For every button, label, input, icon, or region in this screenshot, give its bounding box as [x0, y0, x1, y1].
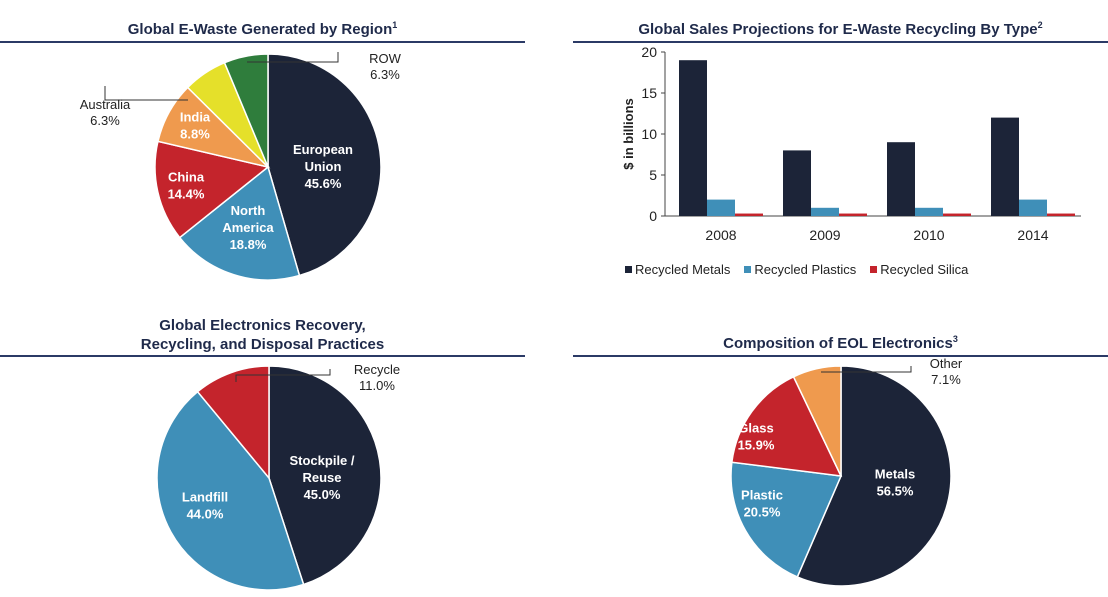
sales-x-tick-label-2014: 2014	[1017, 227, 1048, 243]
sales-x-tick-label-2009: 2009	[809, 227, 840, 243]
eol-slice-plastic	[730, 461, 843, 578]
recovery-label-stockpile-reuse: Reuse	[302, 470, 341, 485]
sales-legend-item-recycled-silica: Recycled Silica	[870, 262, 968, 277]
eol-label-plastic: Plastic	[741, 488, 783, 503]
region-label-india-value: 8.8%	[180, 127, 210, 142]
region-slice-north-america	[178, 165, 301, 281]
region-label-european-union-value: 45.6%	[305, 176, 342, 191]
sales-bar-recycled-plastics-2008	[707, 199, 735, 216]
sales-legend-label-recycled-metals: Recycled Metals	[635, 262, 731, 277]
recovery-leader-recycle	[235, 369, 331, 382]
recovery-slice-landfill	[156, 390, 305, 591]
sales-legend-label-recycled-silica: Recycled Silica	[880, 262, 969, 277]
sales-legend-item-recycled-plastics: Recycled Plastics	[744, 262, 856, 277]
sales-bar-recycled-silica-2014	[1047, 213, 1075, 216]
sales-bar-recycled-plastics-2014	[1019, 199, 1047, 216]
region-label-australia-value: 6.3%	[90, 113, 120, 128]
eol-label-glass-value: 15.9%	[738, 438, 775, 453]
region-label-european-union: European	[293, 142, 353, 157]
region-label-china-value: 14.4%	[168, 187, 205, 202]
sales-y-tick-label: 15	[641, 85, 657, 101]
region-label-australia: Australia	[80, 97, 131, 112]
sales-bar-recycled-metals-2014	[991, 117, 1019, 216]
sales-legend-swatch-recycled-plastics	[744, 266, 752, 273]
region-label-row: ROW	[369, 51, 402, 66]
region-slice-china	[154, 140, 270, 239]
eol-slice-metals	[796, 365, 952, 587]
region-title: Global E-Waste Generated by Region1	[127, 20, 398, 38]
eol-leader-other	[821, 366, 912, 373]
eol-title: Composition of EOL Electronics3	[723, 334, 958, 352]
region-leader-australia	[104, 86, 188, 101]
region-label-north-america-value: 18.8%	[230, 237, 267, 252]
eol-label-other: Other	[930, 356, 963, 371]
recovery-slice-recycle	[196, 365, 270, 481]
sales-legend-swatch-recycled-metals	[625, 266, 632, 273]
region-label-north-america: America	[222, 220, 274, 235]
region-label-row-value: 6.3%	[370, 67, 400, 82]
sales-panel: Global Sales Projections for E-Waste Rec…	[573, 0, 1108, 290]
recovery-label-landfill-value: 44.0%	[187, 507, 224, 522]
region-label-north-america: North	[231, 203, 266, 218]
region-label-european-union: Union	[305, 159, 342, 174]
recovery-label-stockpile-reuse-value: 45.0%	[304, 487, 341, 502]
eol-title-rule	[573, 355, 1108, 357]
eol-slice-glass	[731, 375, 843, 477]
eol-pie-chart: Metals 56.5% Plastic 20.5% Glass 15.9% Other7.…	[730, 356, 963, 587]
recovery-pie-chart: Stockpile / Reuse 45.0% Landfill 44.0% Recycl…	[156, 362, 400, 591]
recovery-label-recycle: Recycle	[354, 362, 400, 377]
sales-x-tick-label-2010: 2010	[913, 227, 944, 243]
eol-slice-other	[792, 365, 842, 477]
recovery-slice-stockpile-reuse	[268, 365, 382, 586]
recovery-title: Global Electronics Recovery, Recycling, …	[140, 317, 385, 353]
sales-legend-label-recycled-plastics: Recycled Plastics	[754, 262, 857, 277]
region-label-india: India	[180, 110, 211, 125]
recovery-title-rule	[0, 355, 525, 357]
region-label-china: China	[168, 170, 205, 185]
eol-panel: Composition of EOL Electronics3 Metals 56…	[573, 300, 1108, 597]
eol-label-metals: Metals	[875, 467, 915, 482]
sales-y-tick-label: 10	[641, 126, 657, 142]
sales-bar-recycled-metals-2009	[783, 150, 811, 216]
sales-legend-swatch-recycled-silica	[870, 266, 878, 273]
recovery-panel: Global Electronics Recovery, Recycling, …	[0, 300, 525, 597]
eol-label-metals-value: 56.5%	[877, 484, 914, 499]
sales-title: Global Sales Projections for E-Waste Rec…	[638, 20, 1043, 38]
region-leader-row	[247, 52, 339, 63]
recovery-label-stockpile-reuse: Stockpile /	[289, 453, 354, 468]
sales-y-tick-label: 20	[641, 44, 657, 60]
eol-label-glass: Glass	[738, 421, 773, 436]
sales-bar-recycled-metals-2010	[887, 142, 915, 216]
eol-label-other-value: 7.1%	[931, 372, 961, 387]
region-title-rule	[0, 41, 525, 43]
sales-bar-recycled-metals-2008	[679, 60, 707, 217]
sales-y-tick-label: 0	[649, 208, 657, 224]
sales-bar-recycled-plastics-2010	[915, 207, 943, 216]
region-pie-chart: European Union 45.6% North America 18.8% China…	[80, 51, 402, 281]
region-slice-row	[223, 53, 269, 168]
region-panel: Global E-Waste Generated by Region1 Euro…	[0, 0, 525, 290]
recovery-label-landfill: Landfill	[182, 490, 228, 505]
sales-bar-chart: 0 5 10 15 20 $ in billions 2008 2009 2010 2014	[621, 44, 1081, 243]
recovery-label-recycle-value: 11.0%	[359, 378, 395, 393]
sales-x-tick-label-2008: 2008	[705, 227, 736, 243]
sales-title-rule	[573, 41, 1108, 43]
sales-bar-recycled-silica-2010	[943, 213, 971, 216]
sales-y-tick-label: 5	[649, 167, 657, 183]
sales-legend: Recycled Metals Recycled Plastics Recycled…	[625, 262, 982, 277]
sales-y-axis-label: $ in billions	[621, 98, 636, 170]
sales-bar-recycled-silica-2009	[839, 213, 867, 216]
eol-label-plastic-value: 20.5%	[744, 505, 781, 520]
sales-legend-item-recycled-metals: Recycled Metals	[625, 262, 730, 277]
sales-bar-recycled-plastics-2009	[811, 207, 839, 216]
sales-bar-recycled-silica-2008	[735, 213, 763, 216]
